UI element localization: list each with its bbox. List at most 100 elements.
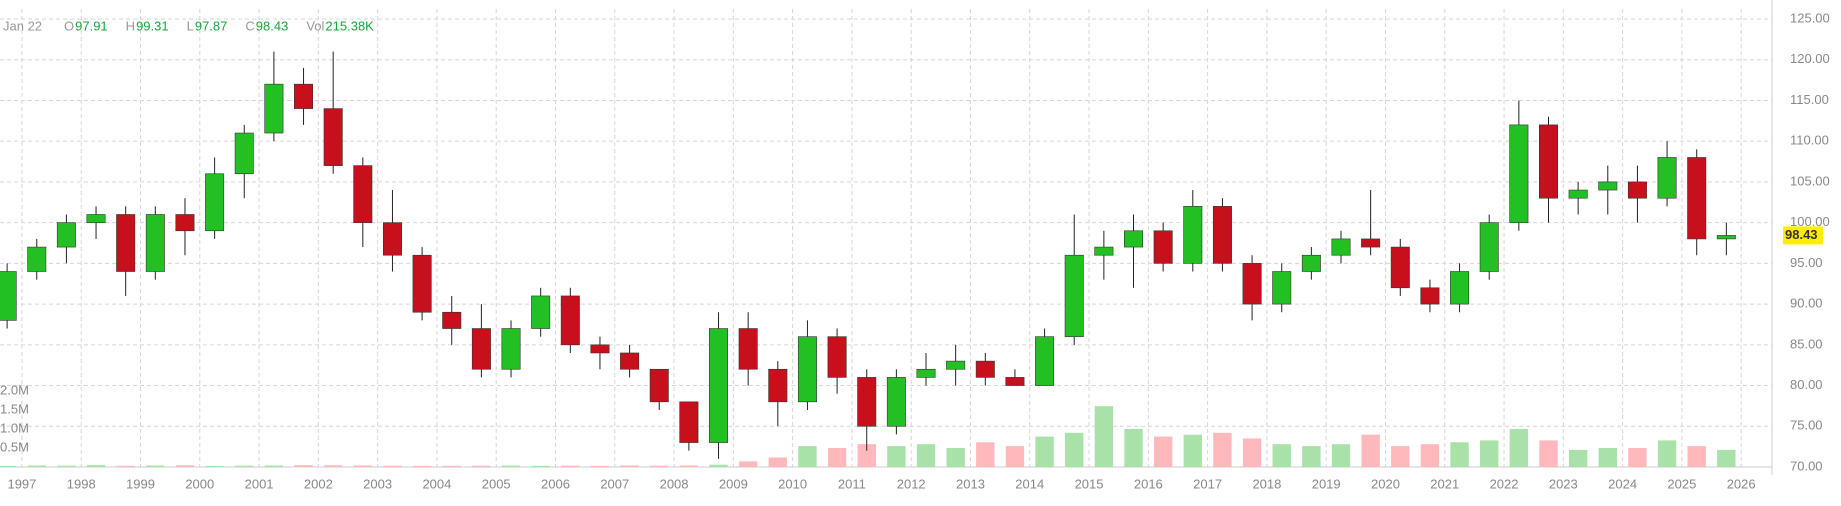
x-tick-label: 2023 [1549,476,1578,491]
candle-body [975,360,995,378]
volume-bar [1065,432,1084,467]
candle-body [679,401,699,443]
volume-bar [857,444,876,467]
candle-body [1272,271,1292,305]
candle-body [27,246,47,272]
y-tick-label: 120.00 [1790,51,1830,66]
candle-body [175,214,195,232]
volume-bar [1124,429,1143,467]
candle-body [649,368,669,403]
candle-body [1301,254,1321,272]
candle-body [471,328,491,370]
header-field-value: 99.31 [136,18,169,33]
volume-bar [175,465,195,467]
candle-body [1479,222,1499,272]
candle-body [353,165,373,223]
volume-bar [1568,449,1588,467]
candle-body [531,295,551,329]
candle-body [1153,230,1173,264]
candle-body [1212,206,1232,264]
candle-body [145,214,165,272]
volume-bar [1598,448,1617,467]
x-tick-label: 2009 [719,476,748,491]
y-tick-label: 115.00 [1790,92,1829,107]
last-price-tag [1783,226,1823,245]
candle-body [1094,246,1114,256]
volume-tick-label: 2.0M [0,382,29,397]
volume-bar [738,461,758,467]
x-tick-label: 1997 [7,476,36,491]
volume-bar [1302,446,1321,467]
volume-bar [0,465,17,467]
candle-body [264,83,284,134]
header-field-label: Vol [306,18,324,33]
candle-body [1568,189,1588,199]
volume-bar [620,465,639,467]
candle-body [1420,287,1440,305]
candle-body [0,271,17,321]
candle-body [1657,157,1677,199]
candle-body [1035,336,1055,386]
volume-bar [561,465,580,467]
volume-bar [679,465,699,467]
x-tick-label: 2015 [1075,476,1104,491]
volume-bar [1509,429,1529,467]
x-tick-label: 2000 [185,476,214,491]
header-field-label: C [245,18,254,33]
volume-bar [294,465,313,467]
x-tick-label: 2016 [1134,476,1163,491]
x-tick-label: 2026 [1727,476,1756,491]
candle-body [797,336,817,403]
volume-bar [383,465,402,467]
candle-body [1390,246,1410,289]
y-tick-label: 105.00 [1790,173,1830,188]
x-tick-label: 2008 [660,476,689,491]
x-tick-label: 2020 [1371,476,1400,491]
volume-bar [146,465,165,467]
volume-bar [976,442,995,467]
candle-body [1005,377,1025,386]
volume-bar [1628,448,1647,467]
volume-bar [827,448,847,467]
volume-bar [1094,406,1114,467]
y-tick-label: 85.00 [1790,336,1823,351]
candle-body [1183,206,1203,264]
x-tick-label: 2001 [245,476,274,491]
volume-bar [1331,444,1351,467]
candle-body [1124,230,1143,248]
header-date: Jan 22 [3,18,42,33]
volume-bar [1539,440,1558,467]
candle-body [1716,235,1736,240]
header-field-label: L [187,18,194,33]
y-tick-label: 100.00 [1790,214,1830,229]
candle-body [886,377,906,427]
volume-bar [1480,440,1499,467]
x-tick-label: 2017 [1193,476,1222,491]
header-field-value: 97.87 [195,18,228,33]
y-tick-label: 90.00 [1790,296,1823,311]
candle-body [294,83,314,109]
volume-bar [1420,444,1440,467]
candle-body [1242,263,1262,305]
y-tick-label: 70.00 [1790,458,1823,473]
volume-bar [1242,438,1262,467]
volume-bar [1391,446,1410,467]
volume-bar [650,465,669,467]
x-tick-label: 2024 [1608,476,1637,491]
x-tick-label: 2012 [897,476,926,491]
header-field-value: 98.43 [256,18,289,33]
volume-bar [768,457,787,467]
candle-body [560,295,580,346]
candle-body [709,328,729,443]
volume-bar [472,465,491,467]
volume-bar [1717,449,1736,467]
candle-body [916,368,936,378]
x-tick-label: 2011 [838,476,866,491]
volume-bar [264,465,284,467]
x-tick-label: 2018 [1252,476,1281,491]
volume-bar [1272,444,1291,467]
volume-bar [916,444,936,467]
y-tick-label: 95.00 [1790,255,1823,270]
x-tick-label: 1998 [67,476,96,491]
